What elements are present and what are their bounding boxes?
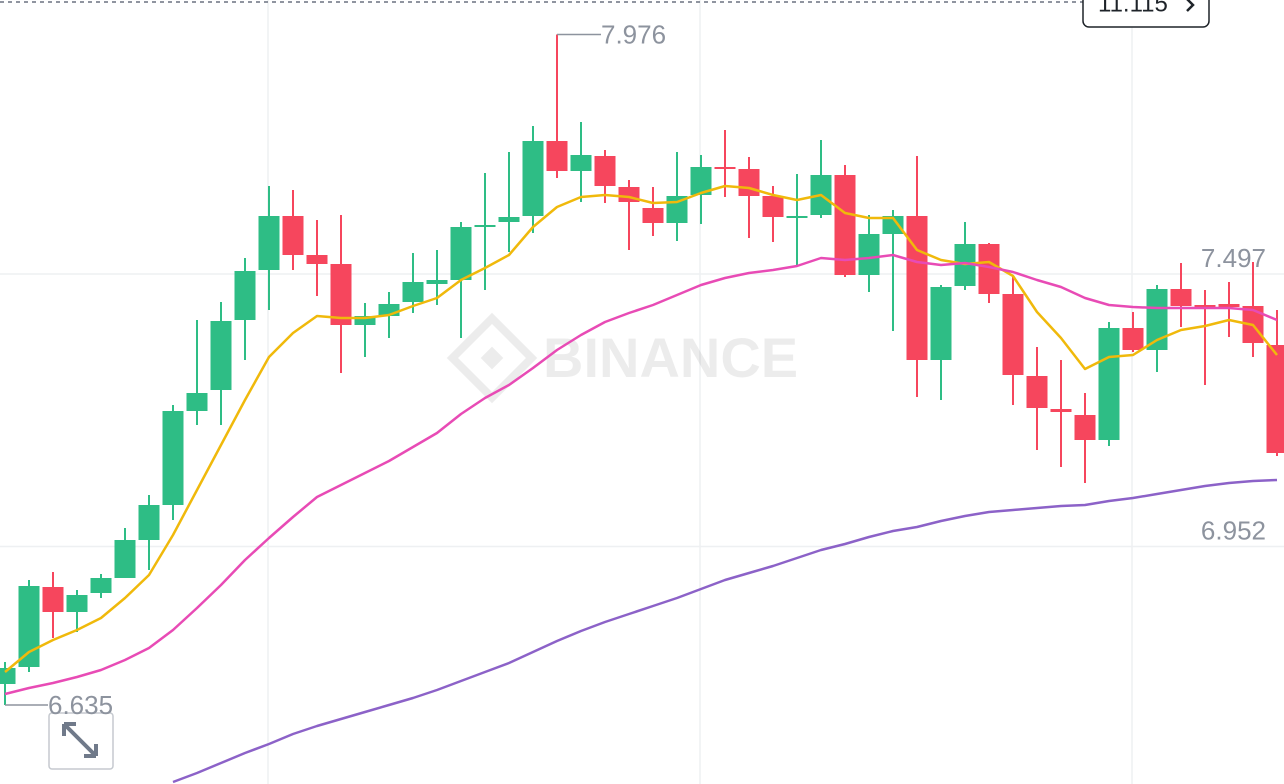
candle-body <box>1194 305 1216 307</box>
y-tick-label: 7.497 <box>1201 243 1266 273</box>
candle-body <box>1266 345 1284 453</box>
candle-body <box>690 167 712 195</box>
candle-body <box>66 595 88 612</box>
price-tag-box[interactable] <box>1082 0 1210 28</box>
expand-icon <box>62 722 98 758</box>
plot-area <box>0 34 1284 784</box>
candle-body <box>282 216 304 255</box>
watermark: BINANCE <box>446 312 798 404</box>
candle-body <box>1074 415 1096 440</box>
candle-body <box>258 216 280 270</box>
candle-body <box>18 586 40 667</box>
candle-body <box>858 234 880 275</box>
high-annotation-label: 7.976 <box>601 19 666 49</box>
price-tag-text: 11.115 <box>1098 0 1168 17</box>
candle-body <box>474 225 496 227</box>
y-tick-label: 6.952 <box>1201 515 1266 545</box>
candle-body <box>42 587 64 612</box>
candle-body <box>1002 294 1024 375</box>
moving-average-line <box>172 478 1278 784</box>
moving-average-line <box>4 253 1278 696</box>
candle-body <box>330 264 352 325</box>
candle-body <box>738 169 760 196</box>
candle-body <box>570 155 592 171</box>
candle-body <box>354 316 376 325</box>
candle-body <box>162 411 184 505</box>
expand-button[interactable] <box>48 712 114 770</box>
candle-body <box>90 578 112 593</box>
candle-body <box>402 282 424 302</box>
candle-body <box>1218 304 1240 307</box>
candle-body <box>210 321 232 390</box>
candle-body <box>0 668 16 684</box>
candle-body <box>1170 289 1192 306</box>
candle-body <box>1050 409 1072 412</box>
low-annotation-label: 6.635 <box>48 690 113 720</box>
labels: 11.115 7.497 6.952 7.976 6.635 <box>5 0 1266 770</box>
candle-body <box>1146 289 1168 350</box>
candle-body <box>426 280 448 284</box>
candle-body <box>762 196 784 217</box>
candle-body <box>306 255 328 264</box>
candle-body <box>1026 376 1048 408</box>
candle-body <box>714 167 736 169</box>
watermark-logo <box>446 312 538 404</box>
candle-body <box>978 244 1000 294</box>
candle-body <box>114 540 136 578</box>
candle-body <box>906 216 928 360</box>
candle-body <box>186 393 208 411</box>
candle-body <box>594 156 616 186</box>
price-tag-arrow <box>1186 0 1195 12</box>
candle-body <box>1122 328 1144 350</box>
candle-body <box>882 216 904 234</box>
candle-body <box>834 175 856 275</box>
candle-body <box>546 141 568 171</box>
watermark-text: BINANCE <box>543 326 798 389</box>
candle-body <box>234 271 256 320</box>
candle-body <box>450 227 472 280</box>
candle-body <box>522 141 544 216</box>
candle-body <box>138 505 160 540</box>
candle-body <box>498 217 520 222</box>
candle-body <box>786 216 808 218</box>
candle-body <box>930 287 952 360</box>
candle-body <box>642 208 664 223</box>
moving-average-line <box>4 184 1278 673</box>
candle-body <box>1098 328 1120 440</box>
